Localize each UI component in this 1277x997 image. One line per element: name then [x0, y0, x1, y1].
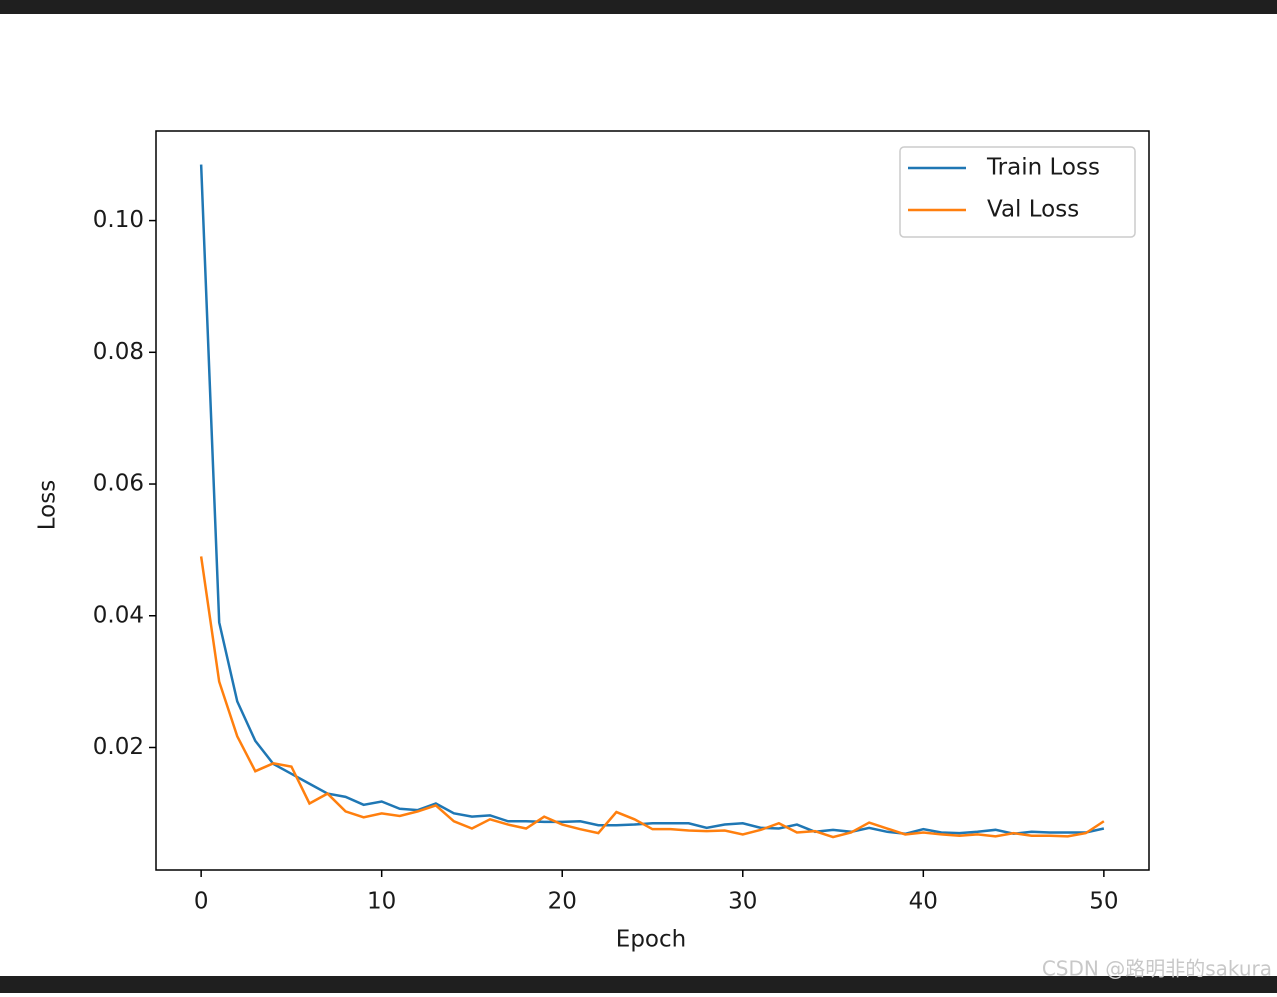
x-tick-label: 30 [728, 889, 757, 915]
legend-box [899, 146, 1136, 238]
x-axis-label: Epoch [616, 927, 686, 953]
y-tick-label: 0.04 [93, 602, 144, 628]
x-tick-label: 0 [194, 889, 209, 915]
y-tick-label: 0.02 [93, 734, 144, 760]
y-axis-label: Loss [35, 480, 61, 530]
data-line [199, 164, 1105, 836]
watermark: CSDN @路明非的sakura [1042, 957, 1272, 981]
legend-label: Train Loss [986, 155, 1100, 181]
x-tick-label: 50 [1089, 889, 1118, 915]
y-tick-label: 0.08 [93, 339, 144, 365]
x-tick-label: 20 [548, 889, 577, 915]
plot-frame [155, 130, 1150, 871]
data-line [199, 556, 1105, 839]
y-tick-label: 0.10 [93, 207, 144, 233]
legend-label: Val Loss [987, 197, 1079, 223]
bottom-bar [0, 976, 1277, 993]
x-tick-label: 40 [909, 889, 938, 915]
x-tick-label: 10 [367, 889, 396, 915]
y-tick-label: 0.06 [93, 471, 144, 497]
top-bar [0, 0, 1277, 14]
